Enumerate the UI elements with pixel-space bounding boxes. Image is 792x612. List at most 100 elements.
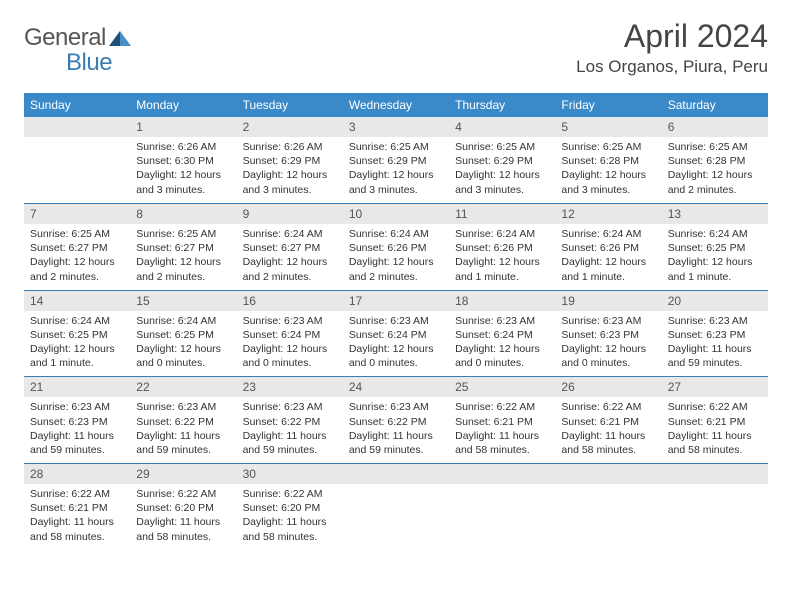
sunrise-text: Sunrise: 6:22 AM [243, 487, 337, 501]
sunset-text: Sunset: 6:23 PM [561, 328, 655, 342]
calendar-day-cell: 4Sunrise: 6:25 AMSunset: 6:29 PMDaylight… [449, 117, 555, 203]
sunrise-text: Sunrise: 6:24 AM [561, 227, 655, 241]
sunset-text: Sunset: 6:23 PM [30, 415, 124, 429]
day-number [662, 463, 768, 484]
daylight-text: Daylight: 12 hours and 1 minute. [668, 255, 762, 283]
daylight-text: Daylight: 12 hours and 3 minutes. [136, 168, 230, 196]
day-content: Sunrise: 6:22 AMSunset: 6:21 PMDaylight:… [24, 484, 130, 550]
day-number: 15 [130, 290, 236, 311]
daylight-text: Daylight: 12 hours and 2 minutes. [668, 168, 762, 196]
day-header: Monday [130, 93, 236, 117]
day-content: Sunrise: 6:23 AMSunset: 6:22 PMDaylight:… [237, 397, 343, 463]
sunrise-text: Sunrise: 6:25 AM [455, 140, 549, 154]
sunset-text: Sunset: 6:26 PM [455, 241, 549, 255]
sunset-text: Sunset: 6:22 PM [243, 415, 337, 429]
sunset-text: Sunset: 6:22 PM [349, 415, 443, 429]
sunset-text: Sunset: 6:21 PM [30, 501, 124, 515]
daylight-text: Daylight: 12 hours and 3 minutes. [349, 168, 443, 196]
calendar-day-cell: 2Sunrise: 6:26 AMSunset: 6:29 PMDaylight… [237, 117, 343, 203]
day-content: Sunrise: 6:24 AMSunset: 6:27 PMDaylight:… [237, 224, 343, 290]
sunset-text: Sunset: 6:28 PM [561, 154, 655, 168]
daylight-text: Daylight: 11 hours and 58 minutes. [30, 515, 124, 543]
daylight-text: Daylight: 12 hours and 3 minutes. [455, 168, 549, 196]
daylight-text: Daylight: 11 hours and 59 minutes. [349, 429, 443, 457]
sunset-text: Sunset: 6:27 PM [136, 241, 230, 255]
sunset-text: Sunset: 6:25 PM [668, 241, 762, 255]
day-number: 16 [237, 290, 343, 311]
day-number: 22 [130, 376, 236, 397]
day-number: 3 [343, 117, 449, 137]
calendar-day-cell: 19Sunrise: 6:23 AMSunset: 6:23 PMDayligh… [555, 290, 661, 377]
calendar-day-cell: 29Sunrise: 6:22 AMSunset: 6:20 PMDayligh… [130, 463, 236, 550]
daylight-text: Daylight: 11 hours and 58 minutes. [243, 515, 337, 543]
daylight-text: Daylight: 12 hours and 2 minutes. [243, 255, 337, 283]
sunrise-text: Sunrise: 6:24 AM [455, 227, 549, 241]
sunset-text: Sunset: 6:29 PM [455, 154, 549, 168]
sunset-text: Sunset: 6:30 PM [136, 154, 230, 168]
day-content: Sunrise: 6:23 AMSunset: 6:23 PMDaylight:… [555, 311, 661, 377]
sunrise-text: Sunrise: 6:22 AM [561, 400, 655, 414]
day-content: Sunrise: 6:25 AMSunset: 6:28 PMDaylight:… [555, 137, 661, 203]
calendar-day-cell: 24Sunrise: 6:23 AMSunset: 6:22 PMDayligh… [343, 376, 449, 463]
day-number: 26 [555, 376, 661, 397]
calendar-day-cell: 5Sunrise: 6:25 AMSunset: 6:28 PMDaylight… [555, 117, 661, 203]
sunrise-text: Sunrise: 6:23 AM [349, 400, 443, 414]
day-content: Sunrise: 6:23 AMSunset: 6:23 PMDaylight:… [24, 397, 130, 463]
day-number [343, 463, 449, 484]
day-content: Sunrise: 6:25 AMSunset: 6:27 PMDaylight:… [24, 224, 130, 290]
sunrise-text: Sunrise: 6:25 AM [668, 140, 762, 154]
day-header: Thursday [449, 93, 555, 117]
daylight-text: Daylight: 12 hours and 3 minutes. [243, 168, 337, 196]
sunrise-text: Sunrise: 6:24 AM [668, 227, 762, 241]
calendar-week-row: 21Sunrise: 6:23 AMSunset: 6:23 PMDayligh… [24, 376, 768, 463]
calendar-day-cell: 23Sunrise: 6:23 AMSunset: 6:22 PMDayligh… [237, 376, 343, 463]
day-content: Sunrise: 6:22 AMSunset: 6:20 PMDaylight:… [237, 484, 343, 550]
calendar-week-row: 1Sunrise: 6:26 AMSunset: 6:30 PMDaylight… [24, 117, 768, 203]
calendar-table: Sunday Monday Tuesday Wednesday Thursday… [24, 93, 768, 550]
sunrise-text: Sunrise: 6:23 AM [30, 400, 124, 414]
day-number: 13 [662, 203, 768, 224]
sunset-text: Sunset: 6:29 PM [349, 154, 443, 168]
daylight-text: Daylight: 12 hours and 0 minutes. [561, 342, 655, 370]
sunrise-text: Sunrise: 6:24 AM [243, 227, 337, 241]
calendar-day-cell: 18Sunrise: 6:23 AMSunset: 6:24 PMDayligh… [449, 290, 555, 377]
daylight-text: Daylight: 11 hours and 59 minutes. [243, 429, 337, 457]
calendar-day-cell: 12Sunrise: 6:24 AMSunset: 6:26 PMDayligh… [555, 203, 661, 290]
day-content: Sunrise: 6:26 AMSunset: 6:30 PMDaylight:… [130, 137, 236, 203]
day-content: Sunrise: 6:22 AMSunset: 6:21 PMDaylight:… [555, 397, 661, 463]
sunrise-text: Sunrise: 6:23 AM [136, 400, 230, 414]
brand-general: General [24, 24, 106, 52]
sunset-text: Sunset: 6:28 PM [668, 154, 762, 168]
calendar-day-cell: 22Sunrise: 6:23 AMSunset: 6:22 PMDayligh… [130, 376, 236, 463]
calendar-day-cell: 16Sunrise: 6:23 AMSunset: 6:24 PMDayligh… [237, 290, 343, 377]
calendar-day-cell: 8Sunrise: 6:25 AMSunset: 6:27 PMDaylight… [130, 203, 236, 290]
sunrise-text: Sunrise: 6:23 AM [349, 314, 443, 328]
sunset-text: Sunset: 6:24 PM [243, 328, 337, 342]
calendar-day-cell: 14Sunrise: 6:24 AMSunset: 6:25 PMDayligh… [24, 290, 130, 377]
sunrise-text: Sunrise: 6:25 AM [349, 140, 443, 154]
sunset-text: Sunset: 6:20 PM [136, 501, 230, 515]
sunset-text: Sunset: 6:21 PM [668, 415, 762, 429]
calendar-day-cell: 1Sunrise: 6:26 AMSunset: 6:30 PMDaylight… [130, 117, 236, 203]
daylight-text: Daylight: 12 hours and 2 minutes. [349, 255, 443, 283]
day-content: Sunrise: 6:25 AMSunset: 6:29 PMDaylight:… [343, 137, 449, 203]
sunrise-text: Sunrise: 6:24 AM [136, 314, 230, 328]
calendar-body: 1Sunrise: 6:26 AMSunset: 6:30 PMDaylight… [24, 117, 768, 550]
day-number: 28 [24, 463, 130, 484]
day-content: Sunrise: 6:23 AMSunset: 6:24 PMDaylight:… [449, 311, 555, 377]
day-number: 18 [449, 290, 555, 311]
day-number: 30 [237, 463, 343, 484]
day-content: Sunrise: 6:23 AMSunset: 6:24 PMDaylight:… [237, 311, 343, 377]
day-number: 19 [555, 290, 661, 311]
calendar-day-cell: 27Sunrise: 6:22 AMSunset: 6:21 PMDayligh… [662, 376, 768, 463]
day-header: Tuesday [237, 93, 343, 117]
sunrise-text: Sunrise: 6:25 AM [30, 227, 124, 241]
sunrise-text: Sunrise: 6:22 AM [668, 400, 762, 414]
day-content: Sunrise: 6:24 AMSunset: 6:25 PMDaylight:… [130, 311, 236, 377]
day-content: Sunrise: 6:25 AMSunset: 6:27 PMDaylight:… [130, 224, 236, 290]
day-content: Sunrise: 6:26 AMSunset: 6:29 PMDaylight:… [237, 137, 343, 203]
daylight-text: Daylight: 12 hours and 0 minutes. [455, 342, 549, 370]
calendar-day-cell [449, 463, 555, 550]
day-header: Sunday [24, 93, 130, 117]
calendar-day-cell: 3Sunrise: 6:25 AMSunset: 6:29 PMDaylight… [343, 117, 449, 203]
